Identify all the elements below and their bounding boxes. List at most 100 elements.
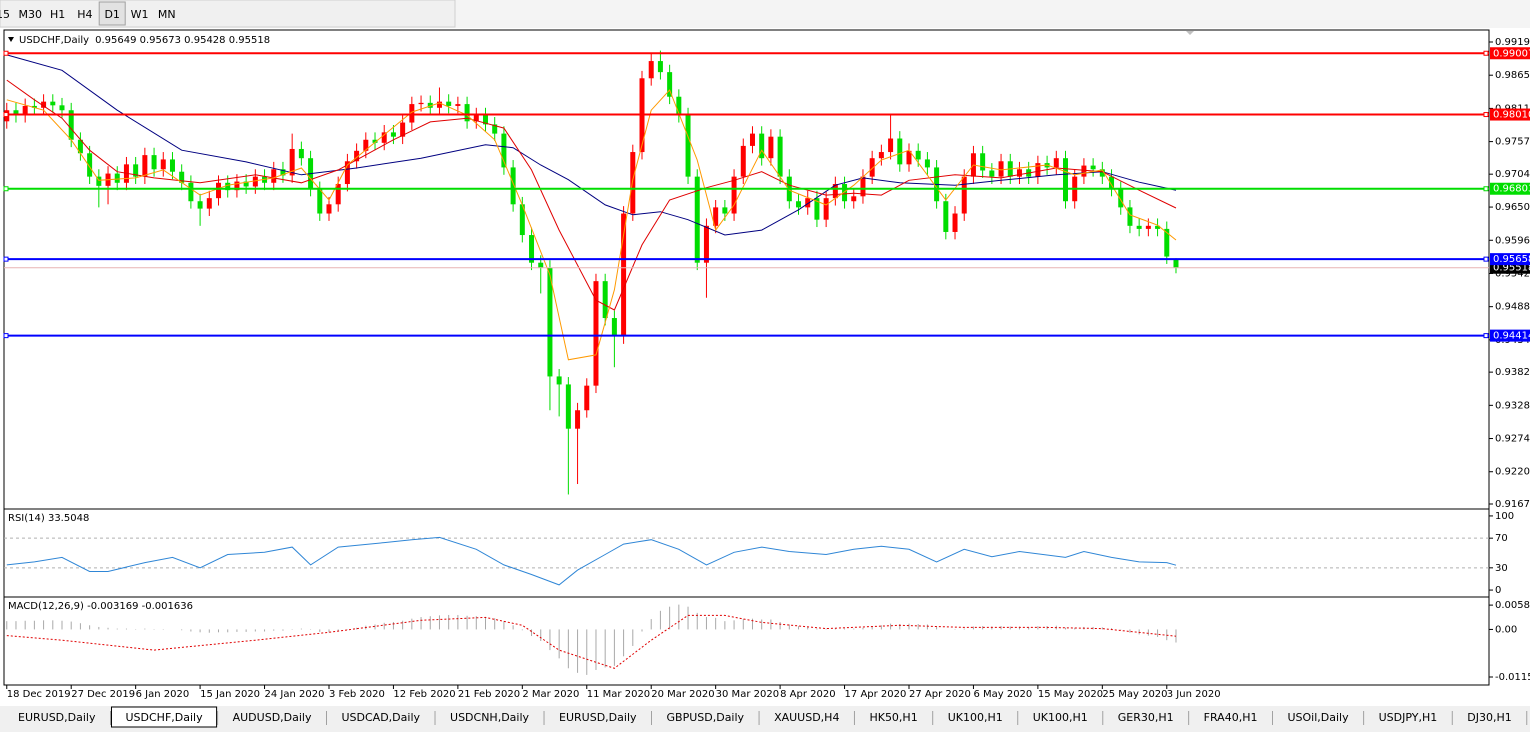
- tab-label[interactable]: HK50,H1: [869, 711, 917, 724]
- y-tick-label: 0.95965: [1495, 235, 1530, 246]
- tab-label[interactable]: AUDUSD,Daily: [233, 711, 312, 724]
- timeframe-button[interactable]: W1: [131, 8, 149, 21]
- tab[interactable]: DJ30,H1: [1453, 709, 1528, 726]
- candle-body: [59, 105, 65, 111]
- candle-body: [952, 213, 958, 232]
- candle-body: [510, 167, 516, 205]
- candle-body: [216, 182, 222, 199]
- tab-label[interactable]: EURUSD,Daily: [559, 711, 637, 724]
- tab-label[interactable]: UK100,H1: [948, 711, 1003, 724]
- panel-title: MACD(12,26,9) -0.003169 -0.001636: [8, 601, 193, 612]
- candle-body: [1164, 228, 1170, 257]
- tab[interactable]: GBPUSD,Daily: [652, 709, 760, 726]
- tab-label[interactable]: XAUUSD,H4: [774, 711, 839, 724]
- tab[interactable]: USDCHF,Daily: [110, 706, 219, 728]
- shift-marker: [1186, 31, 1194, 35]
- x-tick-label: 6 May 2020: [973, 689, 1032, 700]
- timeframe-label[interactable]: H1: [50, 8, 65, 21]
- x-tick-label: 15 May 2020: [1038, 689, 1103, 700]
- tab[interactable]: EURUSD,Daily: [545, 709, 653, 726]
- candle-body: [252, 176, 258, 187]
- candle-body: [814, 198, 820, 220]
- candle-body: [924, 159, 930, 168]
- line-handle: [3, 112, 9, 118]
- indicator-line: [6, 536, 1177, 586]
- candle-body: [142, 155, 148, 177]
- tab[interactable]: USDCNH,Daily: [436, 709, 545, 726]
- y-tick-label: 0.94885: [1495, 302, 1530, 313]
- panel: [6, 604, 1177, 675]
- tab[interactable]: UK100,H1: [933, 709, 1019, 726]
- tab-label[interactable]: FRA40,H1: [1204, 711, 1258, 724]
- tab[interactable]: FRA40,H1: [1189, 709, 1273, 726]
- tab-label[interactable]: USDCNH,Daily: [450, 711, 530, 724]
- tab[interactable]: EURUSD,Daily: [4, 709, 111, 726]
- x-tick-label: 24 Jan 2020: [265, 689, 325, 700]
- tab-label[interactable]: USDCAD,Daily: [342, 711, 421, 724]
- x-tick-label: 21 Feb 2020: [458, 689, 520, 700]
- timeframe-label[interactable]: H4: [77, 8, 92, 21]
- candle-body: [344, 161, 350, 185]
- candle-body: [1109, 176, 1115, 189]
- tab-label[interactable]: DJ30,H1: [1467, 711, 1511, 724]
- candle-body: [869, 158, 875, 177]
- timeframe-button[interactable]: D1: [98, 1, 126, 26]
- collapse-arrow: [8, 37, 14, 42]
- timeframe-button[interactable]: 15: [0, 8, 10, 21]
- candle-body: [805, 198, 811, 208]
- level-box: [1490, 253, 1530, 266]
- timeframe-label[interactable]: M30: [19, 8, 43, 21]
- level-box: [1490, 329, 1530, 342]
- x-tick-label: 27 Dec 2019: [71, 689, 135, 700]
- tab[interactable]: HK50,H1: [855, 709, 934, 726]
- timeframe-button[interactable]: H1: [50, 8, 65, 21]
- tab[interactable]: USOil,Daily: [1273, 709, 1365, 726]
- tab-label[interactable]: GBPUSD,Daily: [667, 711, 745, 724]
- candle-body: [206, 198, 212, 209]
- timeframe-label[interactable]: MN: [158, 8, 176, 21]
- timeframe-label[interactable]: D1: [104, 8, 119, 21]
- timeframe-label[interactable]: 15: [0, 8, 10, 21]
- candle-body: [1145, 225, 1151, 229]
- y-tick-label: 0.005881: [1495, 600, 1530, 611]
- moving-average: [6, 79, 1177, 311]
- y-tick-label: 0: [1495, 585, 1501, 596]
- candle-body: [759, 133, 765, 159]
- x-tick-label: 2 Mar 2020: [522, 689, 579, 700]
- tab-label[interactable]: EURUSD,Daily: [18, 711, 96, 724]
- timeframe-label[interactable]: W1: [131, 8, 149, 21]
- tab[interactable]: UK100,H1: [1018, 709, 1104, 726]
- tab-label[interactable]: USDCHF,Daily: [125, 711, 203, 724]
- candle-body: [13, 110, 19, 116]
- tab[interactable]: USDCAD,Daily: [327, 709, 436, 726]
- tab[interactable]: XAUUSD,H4: [760, 709, 855, 726]
- candle-body: [1155, 225, 1161, 229]
- panel: [4, 536, 1489, 586]
- tab-label[interactable]: GER30,H1: [1118, 711, 1174, 724]
- x-tick-label: 27 Apr 2020: [909, 689, 971, 700]
- candle-body: [289, 148, 295, 176]
- tab[interactable]: USDJPY,H1: [1364, 709, 1453, 726]
- timeframe-button[interactable]: MN: [158, 8, 176, 21]
- x-tick-label: 12 Feb 2020: [393, 689, 455, 700]
- candle-body: [1053, 158, 1059, 168]
- line-handle: [1483, 112, 1489, 118]
- tab-label[interactable]: USOil,Daily: [1287, 711, 1349, 724]
- timeframe-button[interactable]: H4: [77, 8, 92, 21]
- tab-box: [218, 709, 326, 726]
- timeframe-button[interactable]: M30: [19, 8, 43, 21]
- line-handle: [1483, 186, 1489, 192]
- tab-box: [1103, 709, 1188, 726]
- line-handle: [1483, 50, 1489, 56]
- tab[interactable]: GER30,H1: [1103, 709, 1190, 726]
- candle-body: [464, 104, 470, 122]
- tab-box: [760, 709, 854, 726]
- x-tick-label: 17 Apr 2020: [845, 689, 907, 700]
- tab-label[interactable]: UK100,H1: [1033, 711, 1088, 724]
- tab-label[interactable]: USDJPY,H1: [1379, 711, 1438, 724]
- quote: 0.95649 0.95673 0.95428 0.95518: [95, 35, 270, 46]
- candle-body: [160, 159, 166, 170]
- tab[interactable]: AUDUSD,Daily: [218, 709, 327, 726]
